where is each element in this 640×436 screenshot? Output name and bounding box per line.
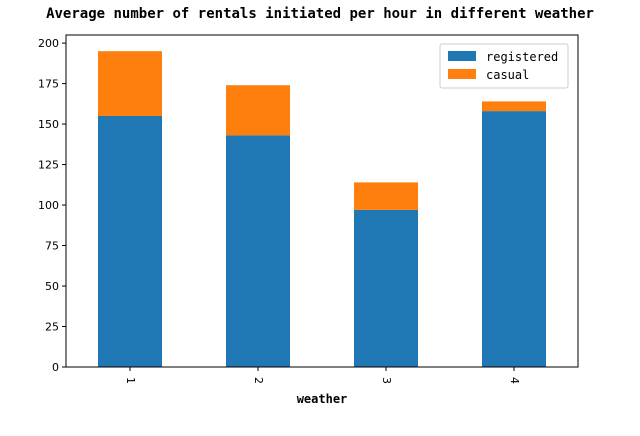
- bar-registered-1: [98, 115, 162, 367]
- bar-registered-4: [482, 111, 546, 368]
- y-tick-label: 175: [38, 78, 59, 91]
- x-tick-label: 2: [252, 377, 265, 384]
- y-tick-label: 25: [45, 321, 59, 334]
- y-tick-label: 125: [38, 159, 59, 172]
- bar-registered-2: [226, 135, 290, 367]
- chart-title: Average number of rentals initiated per …: [46, 6, 594, 22]
- legend-label-registered: registered: [486, 50, 558, 64]
- bar-casual-1: [98, 51, 162, 116]
- bar-casual-3: [354, 182, 418, 210]
- legend-swatch-registered: [448, 51, 476, 61]
- y-tick-label: 50: [45, 280, 59, 293]
- legend-label-casual: casual: [486, 68, 529, 82]
- x-axis-label: weather: [297, 392, 348, 406]
- bar-casual-4: [482, 101, 546, 112]
- x-tick-label: 3: [380, 377, 393, 384]
- legend-swatch-casual: [448, 69, 476, 79]
- y-tick-label: 150: [38, 118, 59, 131]
- bar-casual-2: [226, 85, 290, 136]
- y-tick-label: 0: [52, 361, 59, 374]
- y-tick-label: 100: [38, 199, 59, 212]
- plot-frame: [65, 34, 579, 368]
- y-tick-label: 75: [45, 240, 59, 253]
- bar-registered-3: [354, 209, 418, 367]
- x-tick-label: 4: [508, 377, 521, 384]
- x-tick-label: 1: [124, 377, 137, 384]
- y-tick-label: 200: [38, 37, 59, 50]
